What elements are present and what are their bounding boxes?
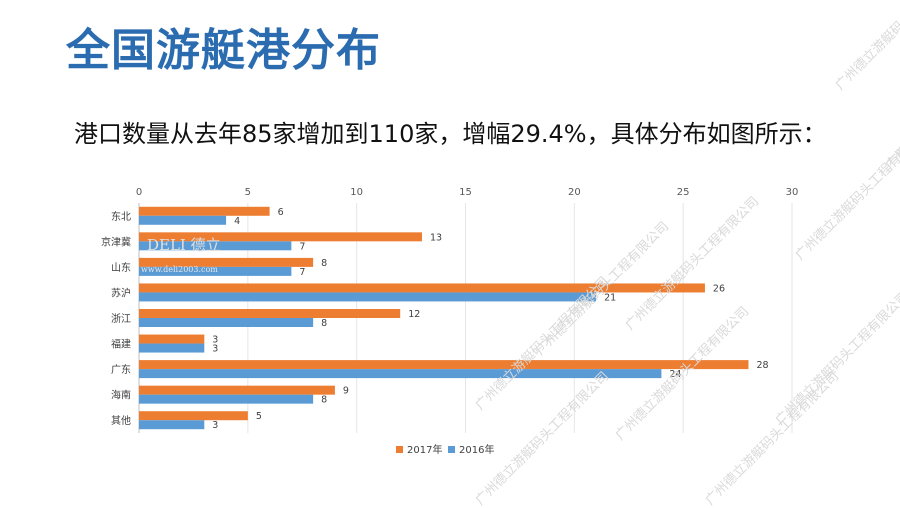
bar-2017年 [139,309,401,318]
bar-2017年 [139,360,749,370]
data-label: 3 [212,420,218,431]
data-label: 5 [256,411,262,422]
bar-2016年 [139,318,314,327]
category-label: 其他 [111,414,131,427]
category-label: 山东 [111,261,131,274]
data-label: 4 [234,216,240,227]
data-label: 3 [212,344,218,355]
data-label: 8 [321,395,327,406]
bar-2016年 [139,241,292,251]
bar-2017年 [139,232,422,242]
bar-2016年 [139,420,205,430]
bar-2016年 [139,369,662,379]
bar-2017年 [139,385,335,395]
x-tick-label: 20 [568,187,581,198]
data-label: 12 [408,309,420,320]
legend-swatch [396,446,403,453]
data-label: 21 [604,292,616,303]
category-label: 苏沪 [111,286,131,299]
category-label: 福建 [111,338,131,351]
data-label: 7 [299,267,305,278]
x-tick-label: 10 [350,187,363,198]
category-label: 东北 [111,210,131,223]
category-label: 广东 [111,363,131,376]
bar-2016年 [139,215,227,225]
bar-2017年 [139,411,248,421]
x-tick-label: 25 [677,187,690,198]
slide-subtitle: 港口数量从去年85家增加到110家，增幅29.4%，具体分布如图所示： [74,120,827,148]
logo-url: www.deli2003.com [141,265,218,274]
data-label: 6 [278,207,284,218]
bar-2016年 [139,343,205,353]
data-label: 8 [321,318,327,329]
data-label: 24 [669,369,681,380]
slide-title: 全国游艇港分布 [66,25,381,76]
category-label: 浙江 [111,313,131,325]
legend-swatch [448,446,455,453]
data-label: 28 [756,360,768,371]
bar-2017年 [139,206,270,216]
data-label: 26 [713,283,725,294]
category-label: 京津冀 [101,235,131,248]
bar-2016年 [139,394,314,404]
data-label: 3 [212,335,218,346]
bar-2017年 [139,283,705,293]
x-tick-label: 0 [136,187,142,198]
data-label: 8 [321,258,327,269]
bar-2016年 [139,266,292,276]
bar-2017年 [139,257,314,267]
x-tick-label: 15 [459,187,472,198]
legend-label: 2017年 [407,443,442,456]
bar-2017年 [139,334,205,344]
data-label: 9 [343,386,349,397]
x-tick-label: 30 [786,187,799,198]
data-label: 7 [299,241,305,252]
data-label: 13 [430,232,442,243]
logo-text: DELI 德立 [147,236,221,254]
category-label: 海南 [111,389,131,402]
legend-label: 2016年 [459,443,494,456]
x-tick-label: 5 [245,187,251,198]
bar-2016年 [139,292,597,302]
